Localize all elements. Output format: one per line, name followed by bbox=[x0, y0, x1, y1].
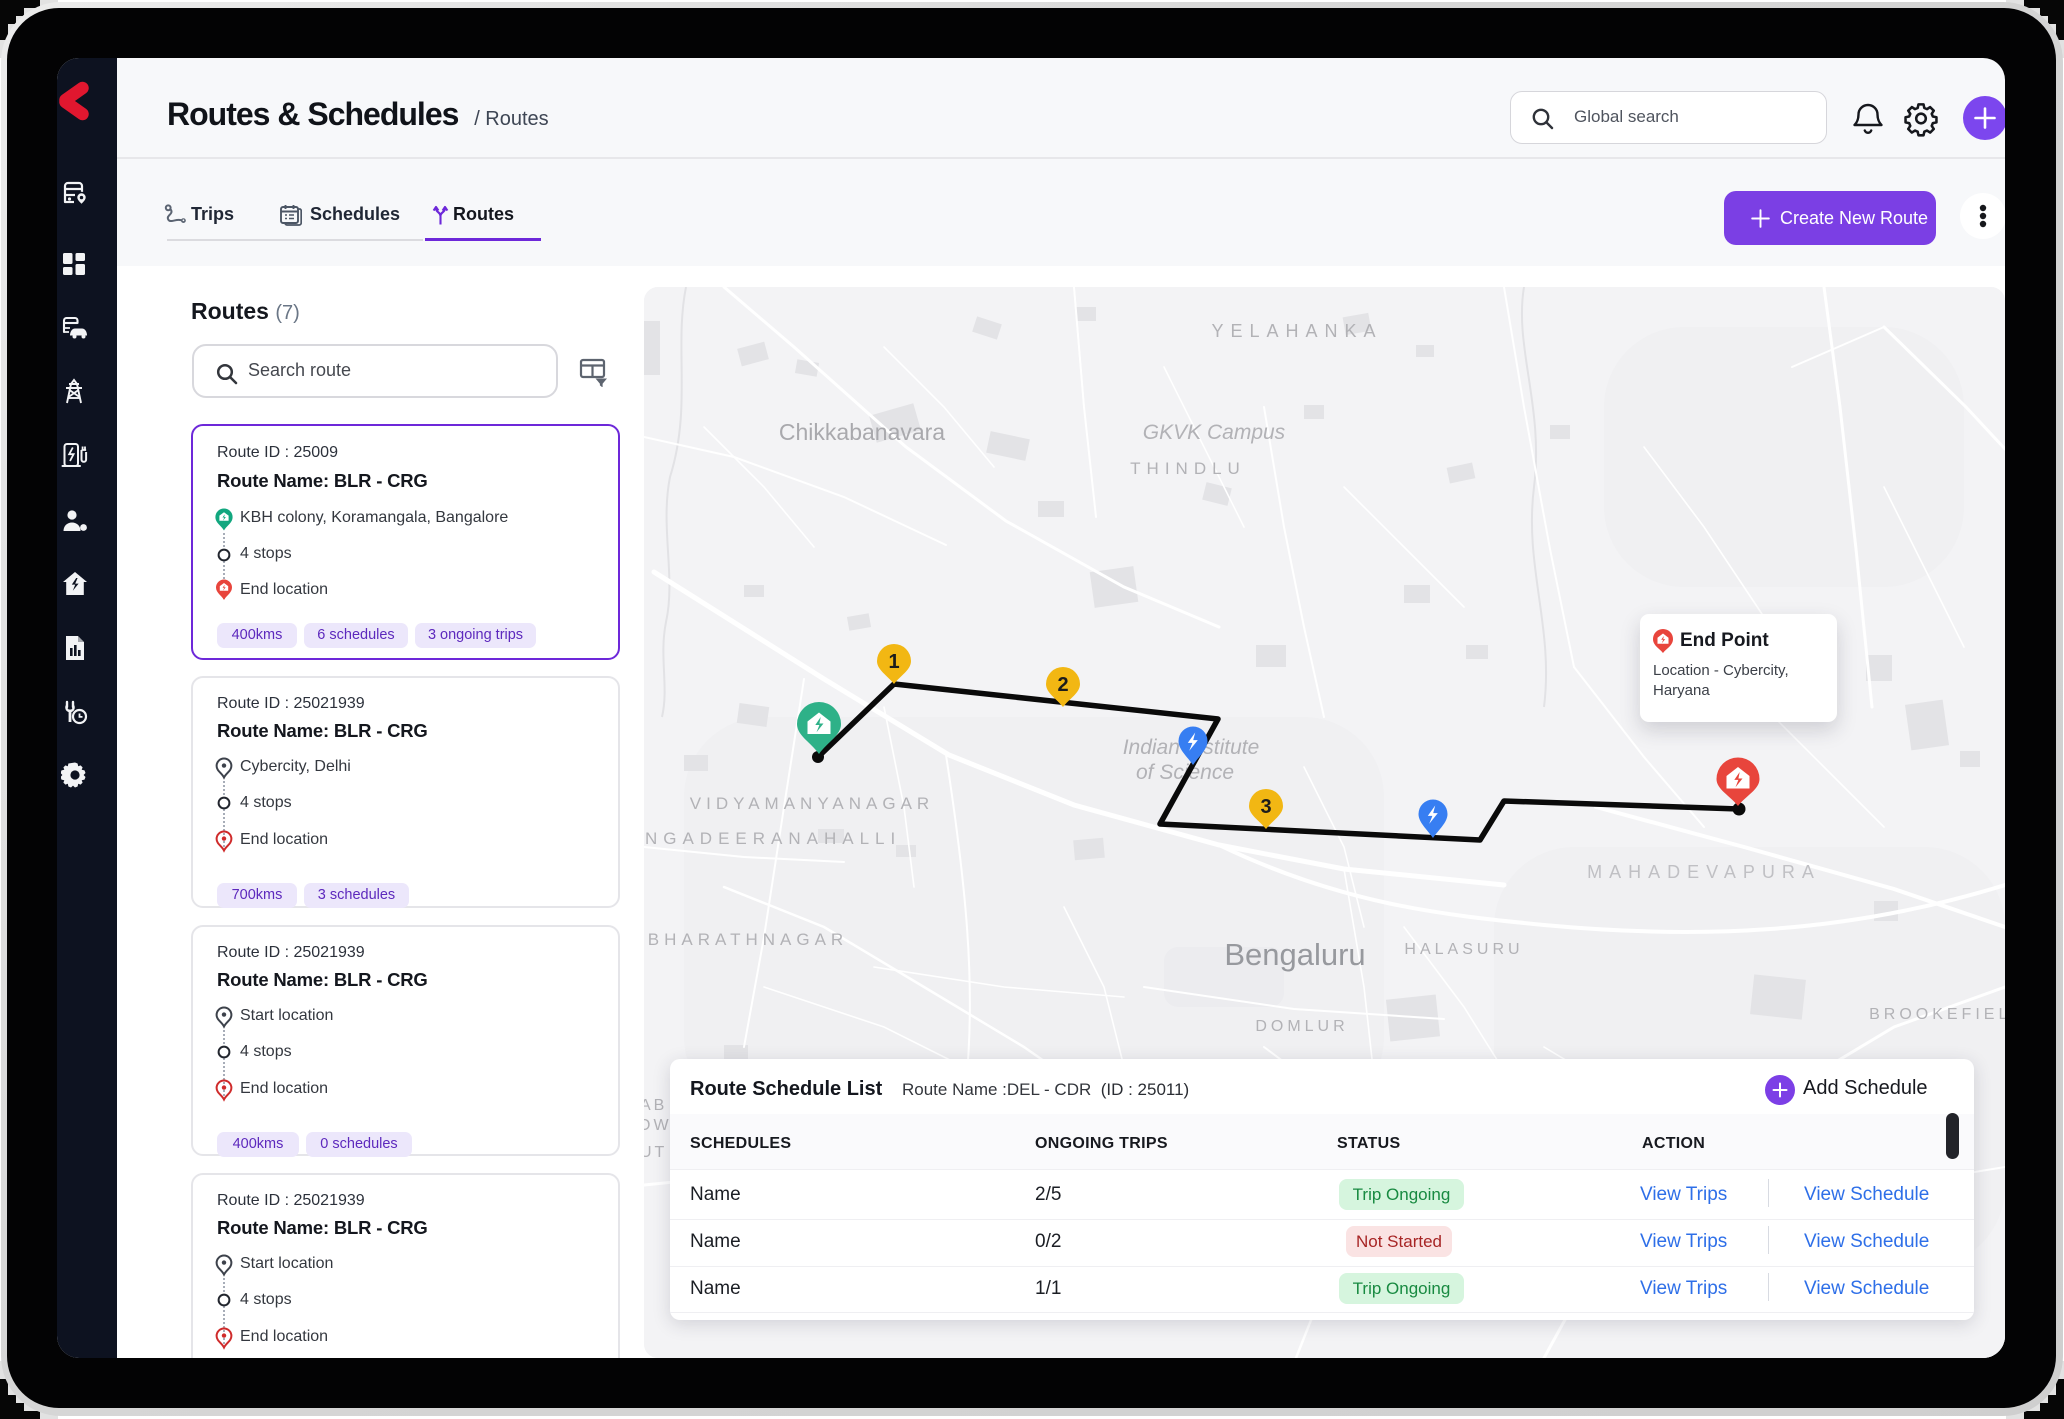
svg-text:Bengaluru: Bengaluru bbox=[1224, 937, 1365, 972]
svg-text:2: 2 bbox=[1057, 674, 1068, 696]
svg-text:Chikkabanavara: Chikkabanavara bbox=[779, 419, 945, 445]
svg-text:OW: OW bbox=[644, 1117, 672, 1134]
svg-text:GKVK Campus: GKVK Campus bbox=[1143, 421, 1286, 444]
svg-text:BROOKEFIELD: BROOKEFIELD bbox=[1869, 1006, 2005, 1023]
svg-text:BHARATHNAGAR: BHARATHNAGAR bbox=[648, 930, 848, 949]
svg-text:VIDYAMANYANAGAR: VIDYAMANYANAGAR bbox=[690, 794, 934, 813]
svg-text:UT: UT bbox=[644, 1144, 667, 1161]
svg-text:YELAHANKA: YELAHANKA bbox=[1211, 321, 1382, 341]
svg-text:MAHADEVAPURA: MAHADEVAPURA bbox=[1587, 862, 1821, 882]
svg-text:THINDLU: THINDLU bbox=[1130, 459, 1246, 478]
svg-text:AB: AB bbox=[644, 1097, 667, 1114]
svg-text:of Science: of Science bbox=[1136, 761, 1234, 784]
svg-text:DOMLUR: DOMLUR bbox=[1255, 1018, 1348, 1035]
svg-text:3: 3 bbox=[1260, 796, 1271, 818]
svg-text:LINGADEERANAHALLI: LINGADEERANAHALLI bbox=[644, 829, 901, 848]
svg-text:1: 1 bbox=[888, 651, 899, 673]
svg-text:HALASURU: HALASURU bbox=[1404, 941, 1523, 958]
